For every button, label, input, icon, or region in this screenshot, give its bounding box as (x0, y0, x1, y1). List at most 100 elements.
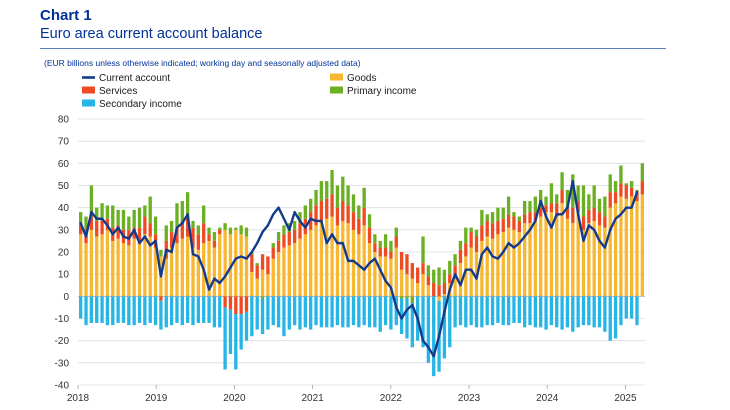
bar-secondary-income (544, 296, 548, 330)
bar-secondary-income (244, 311, 249, 341)
bar-secondary-income (132, 296, 136, 326)
bar-goods (587, 223, 591, 297)
bar-primary-income (555, 194, 559, 204)
bar-secondary-income (624, 296, 628, 319)
bar-services (539, 207, 543, 217)
bar-services (132, 227, 136, 239)
bar-goods (271, 258, 275, 297)
bar-services (383, 247, 388, 257)
bar-goods (175, 243, 179, 297)
bar-secondary-income (111, 296, 115, 326)
bar-services (95, 220, 99, 237)
bar-secondary-income (309, 296, 313, 330)
bar-primary-income (453, 254, 457, 266)
bar-goods (335, 225, 340, 297)
bar-primary-income (89, 185, 94, 217)
bar-goods (603, 227, 607, 297)
bar-services (228, 296, 233, 310)
bar-services (250, 254, 254, 272)
bar-secondary-income (303, 296, 307, 328)
bar-services (442, 283, 447, 295)
bar-secondary-income (480, 296, 484, 328)
bar-primary-income (303, 205, 307, 219)
bar-goods (244, 236, 249, 297)
bar-primary-income (127, 216, 131, 230)
bar-services (544, 205, 548, 213)
bar-primary-income (581, 185, 586, 217)
legend-swatch-secondary-income (82, 99, 95, 107)
bar-secondary-income (84, 296, 88, 326)
bar-services (276, 240, 281, 252)
bar-goods (496, 234, 500, 297)
bar-services (506, 214, 511, 228)
bar-services (330, 194, 334, 217)
bar-services (517, 220, 521, 233)
bar-primary-income (260, 296, 265, 299)
y-axis: -40 -30 -20 -10 0 10 20 30 40 50 60 70 80 (55, 115, 70, 392)
bar-services (485, 220, 489, 237)
bar-primary-income (496, 207, 500, 221)
bar-services (319, 201, 324, 221)
bar-primary-income (169, 220, 174, 233)
bar-goods (373, 252, 377, 297)
bar-services (351, 212, 356, 230)
bar-goods (613, 203, 618, 297)
y-tick-label: 10 (58, 270, 70, 281)
bar-secondary-income (539, 296, 543, 328)
bar-services (410, 263, 414, 279)
bar-goods (314, 225, 318, 297)
bar-primary-income (159, 249, 163, 257)
legend: Current account Goods Services Primary inco… (82, 73, 417, 110)
bar-secondary-income (357, 296, 361, 328)
bar-services (512, 216, 516, 230)
bar-secondary-income (260, 298, 265, 335)
bar-secondary-income (367, 296, 372, 328)
bar-secondary-income (533, 296, 538, 328)
bar-secondary-income (351, 296, 356, 326)
bar-secondary-income (597, 296, 602, 328)
bar-secondary-income (185, 296, 190, 323)
bar-services (335, 207, 340, 226)
bar-services (143, 216, 147, 235)
bar-primary-income (95, 207, 99, 221)
bar-primary-income (480, 209, 484, 226)
bar-secondary-income (512, 296, 516, 323)
bar-primary-income (148, 196, 152, 224)
x-tick-label: 2023 (458, 393, 481, 404)
current-account-line (79, 179, 639, 358)
bar-secondary-income (629, 296, 634, 319)
bar-services (367, 227, 372, 244)
y-tick-label: -30 (55, 358, 70, 369)
bar-primary-income (565, 189, 570, 208)
bar-services (635, 192, 639, 202)
bar-secondary-income (255, 296, 259, 330)
bar-primary-income (608, 174, 612, 193)
bar-services (373, 243, 377, 252)
bar-primary-income (218, 227, 222, 230)
bar-secondary-income (282, 296, 286, 337)
bar-secondary-income (121, 296, 126, 323)
bar-goods (298, 238, 302, 297)
legend-label-current-account: Current account (99, 73, 170, 84)
bar-goods (405, 274, 409, 297)
bar-secondary-income (592, 296, 596, 328)
bar-secondary-income (432, 296, 436, 377)
bar-goods (608, 207, 612, 297)
y-tick-label: 70 (58, 137, 70, 148)
bar-secondary-income (442, 296, 447, 359)
y-tick-label: 20 (58, 248, 70, 259)
bar-primary-income (405, 296, 409, 299)
bar-primary-income (560, 172, 564, 190)
bar-secondary-income (191, 296, 195, 326)
bar-secondary-income (394, 296, 398, 326)
bar-goods (260, 269, 265, 297)
bar-secondary-income (603, 296, 607, 332)
bar-primary-income (469, 227, 473, 233)
bar-primary-income (207, 227, 211, 235)
bar-goods (394, 247, 398, 297)
bar-goods (164, 258, 168, 297)
y-tick-label: -40 (55, 381, 70, 392)
bar-secondary-income (79, 296, 83, 319)
bar-secondary-income (426, 296, 431, 363)
